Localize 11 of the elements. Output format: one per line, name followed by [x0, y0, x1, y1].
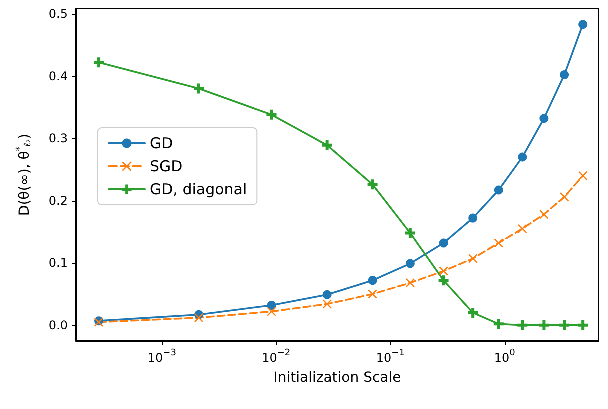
legend-label: GD	[150, 134, 174, 152]
x-axis-title: Initialization Scale	[274, 370, 402, 386]
y-tick-label: 0.2	[48, 194, 68, 208]
y-tick-label: 0.4	[48, 69, 68, 84]
y-tick-label: 0.3	[48, 132, 68, 146]
y-axis-title: D(θ(∞), θ*ℓ₂)	[16, 134, 34, 216]
legend-label: SGD	[150, 158, 183, 176]
y-tick-label: 0.5	[48, 7, 68, 21]
y-tick-label: 0.0	[48, 318, 68, 332]
legend-label: GD, diagonal	[150, 180, 248, 198]
y-tick-label: 0.1	[48, 256, 68, 270]
